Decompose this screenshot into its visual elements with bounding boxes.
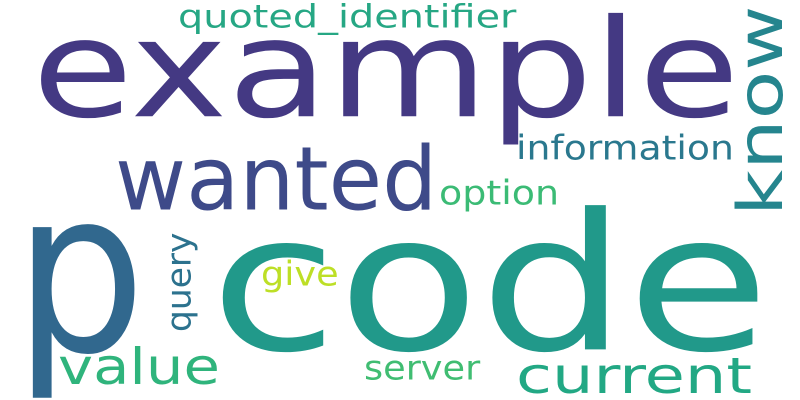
word-know: know — [724, 5, 797, 217]
word-wanted: wanted — [115, 127, 438, 231]
word-example: example — [32, 0, 740, 149]
word-server: server — [364, 348, 481, 389]
word-p: p — [14, 141, 146, 400]
word-current: current — [516, 347, 753, 400]
word-code: code — [210, 174, 770, 395]
word-option: option — [439, 173, 560, 214]
word-value: value — [58, 338, 220, 397]
word-query: query — [159, 232, 200, 332]
word-give: give — [261, 254, 339, 295]
word-information: information — [516, 128, 734, 169]
word-quoted-identifier: quoted_identifier — [178, 0, 517, 37]
